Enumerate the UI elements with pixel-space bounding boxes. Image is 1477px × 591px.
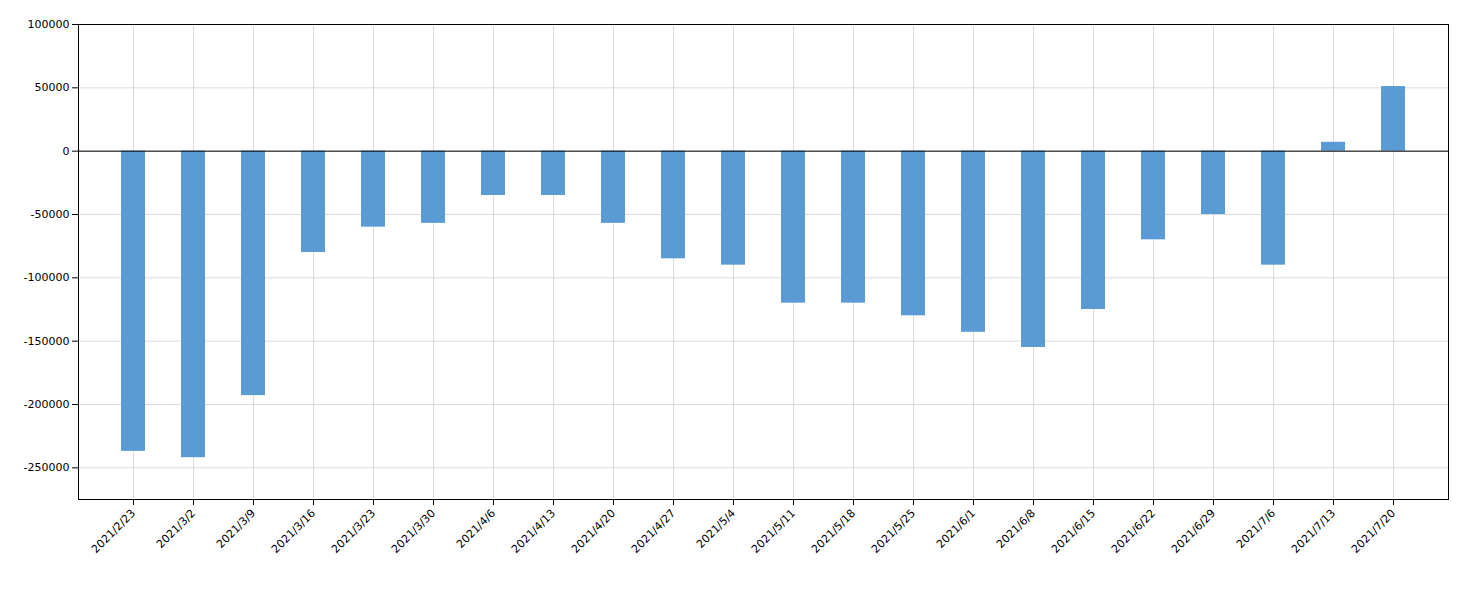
svg-text:2021/4/13: 2021/4/13 [509, 507, 558, 556]
svg-text:2021/5/11: 2021/5/11 [749, 507, 798, 556]
svg-text:2021/3/30: 2021/3/30 [389, 507, 438, 556]
svg-text:2021/6/29: 2021/6/29 [1169, 507, 1218, 556]
svg-text:2021/7/13: 2021/7/13 [1289, 507, 1338, 556]
svg-text:0: 0 [63, 145, 70, 158]
svg-text:2021/3/23: 2021/3/23 [329, 507, 378, 556]
svg-text:2021/4/27: 2021/4/27 [629, 507, 678, 556]
svg-text:2021/5/4: 2021/5/4 [694, 507, 738, 551]
svg-text:2021/6/15: 2021/6/15 [1049, 507, 1098, 556]
svg-text:2021/6/22: 2021/6/22 [1109, 507, 1158, 556]
svg-text:2021/3/16: 2021/3/16 [269, 507, 318, 556]
svg-text:-250000: -250000 [24, 461, 70, 474]
svg-text:2021/4/20: 2021/4/20 [569, 507, 618, 556]
svg-text:-50000: -50000 [31, 208, 70, 221]
svg-text:2021/7/6: 2021/7/6 [1234, 507, 1278, 551]
svg-text:-150000: -150000 [24, 335, 70, 348]
svg-text:2021/6/8: 2021/6/8 [994, 507, 1038, 551]
svg-text:100000: 100000 [28, 18, 70, 31]
svg-text:2021/5/18: 2021/5/18 [809, 507, 858, 556]
svg-text:2021/5/25: 2021/5/25 [869, 507, 918, 556]
svg-text:-200000: -200000 [24, 398, 70, 411]
svg-text:2021/3/9: 2021/3/9 [214, 507, 258, 551]
svg-text:2021/2/23: 2021/2/23 [89, 507, 138, 556]
svg-text:-100000: -100000 [24, 271, 70, 284]
svg-text:2021/6/1: 2021/6/1 [934, 507, 978, 551]
svg-text:50000: 50000 [35, 81, 70, 94]
svg-text:2021/3/2: 2021/3/2 [154, 507, 198, 551]
svg-text:2021/4/6: 2021/4/6 [454, 507, 498, 551]
svg-text:2021/7/20: 2021/7/20 [1349, 507, 1398, 556]
